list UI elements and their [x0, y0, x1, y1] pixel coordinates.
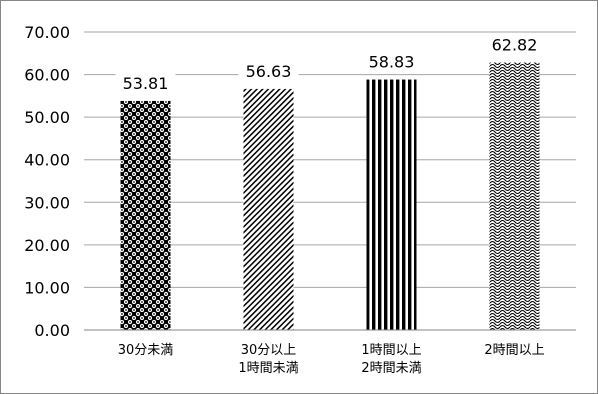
data-label-backdrop — [115, 71, 176, 94]
labels: 0.00 10.00 20.00 30.00 40.00 50.00 60.00 70.00 5… — [24, 23, 544, 376]
x-tick-label: 2時間以上 — [484, 343, 544, 358]
data-label-backdrop — [484, 33, 545, 56]
bars — [120, 62, 540, 331]
x-tick-label: 1時間以上 — [361, 343, 421, 358]
bar — [489, 62, 540, 330]
y-tick-label: 20.00 — [24, 236, 70, 255]
y-tick-label: 60.00 — [24, 66, 70, 85]
y-tick-label: 10.00 — [24, 278, 70, 297]
y-tick-label: 0.00 — [34, 321, 70, 340]
data-label: 58.83 — [369, 53, 415, 72]
y-tick-label: 50.00 — [24, 108, 70, 127]
x-tick-label: 30分未満 — [118, 343, 174, 358]
x-tick-label: 2時間未満 — [361, 361, 421, 376]
data-label: 53.81 — [123, 74, 169, 93]
data-label: 62.82 — [492, 36, 538, 55]
data-label-backdrop — [361, 50, 422, 73]
bar — [243, 88, 294, 330]
y-tick-label: 40.00 — [24, 151, 70, 170]
x-tick-label: 1時間未満 — [238, 361, 298, 376]
bar — [120, 100, 171, 330]
data-label: 56.63 — [246, 62, 292, 81]
y-tick-label: 30.00 — [24, 193, 70, 212]
y-tick-label: 70.00 — [24, 23, 70, 42]
bar — [366, 79, 417, 331]
data-label-backdrop — [238, 59, 299, 82]
x-tick-label: 30分以上 — [241, 343, 297, 358]
